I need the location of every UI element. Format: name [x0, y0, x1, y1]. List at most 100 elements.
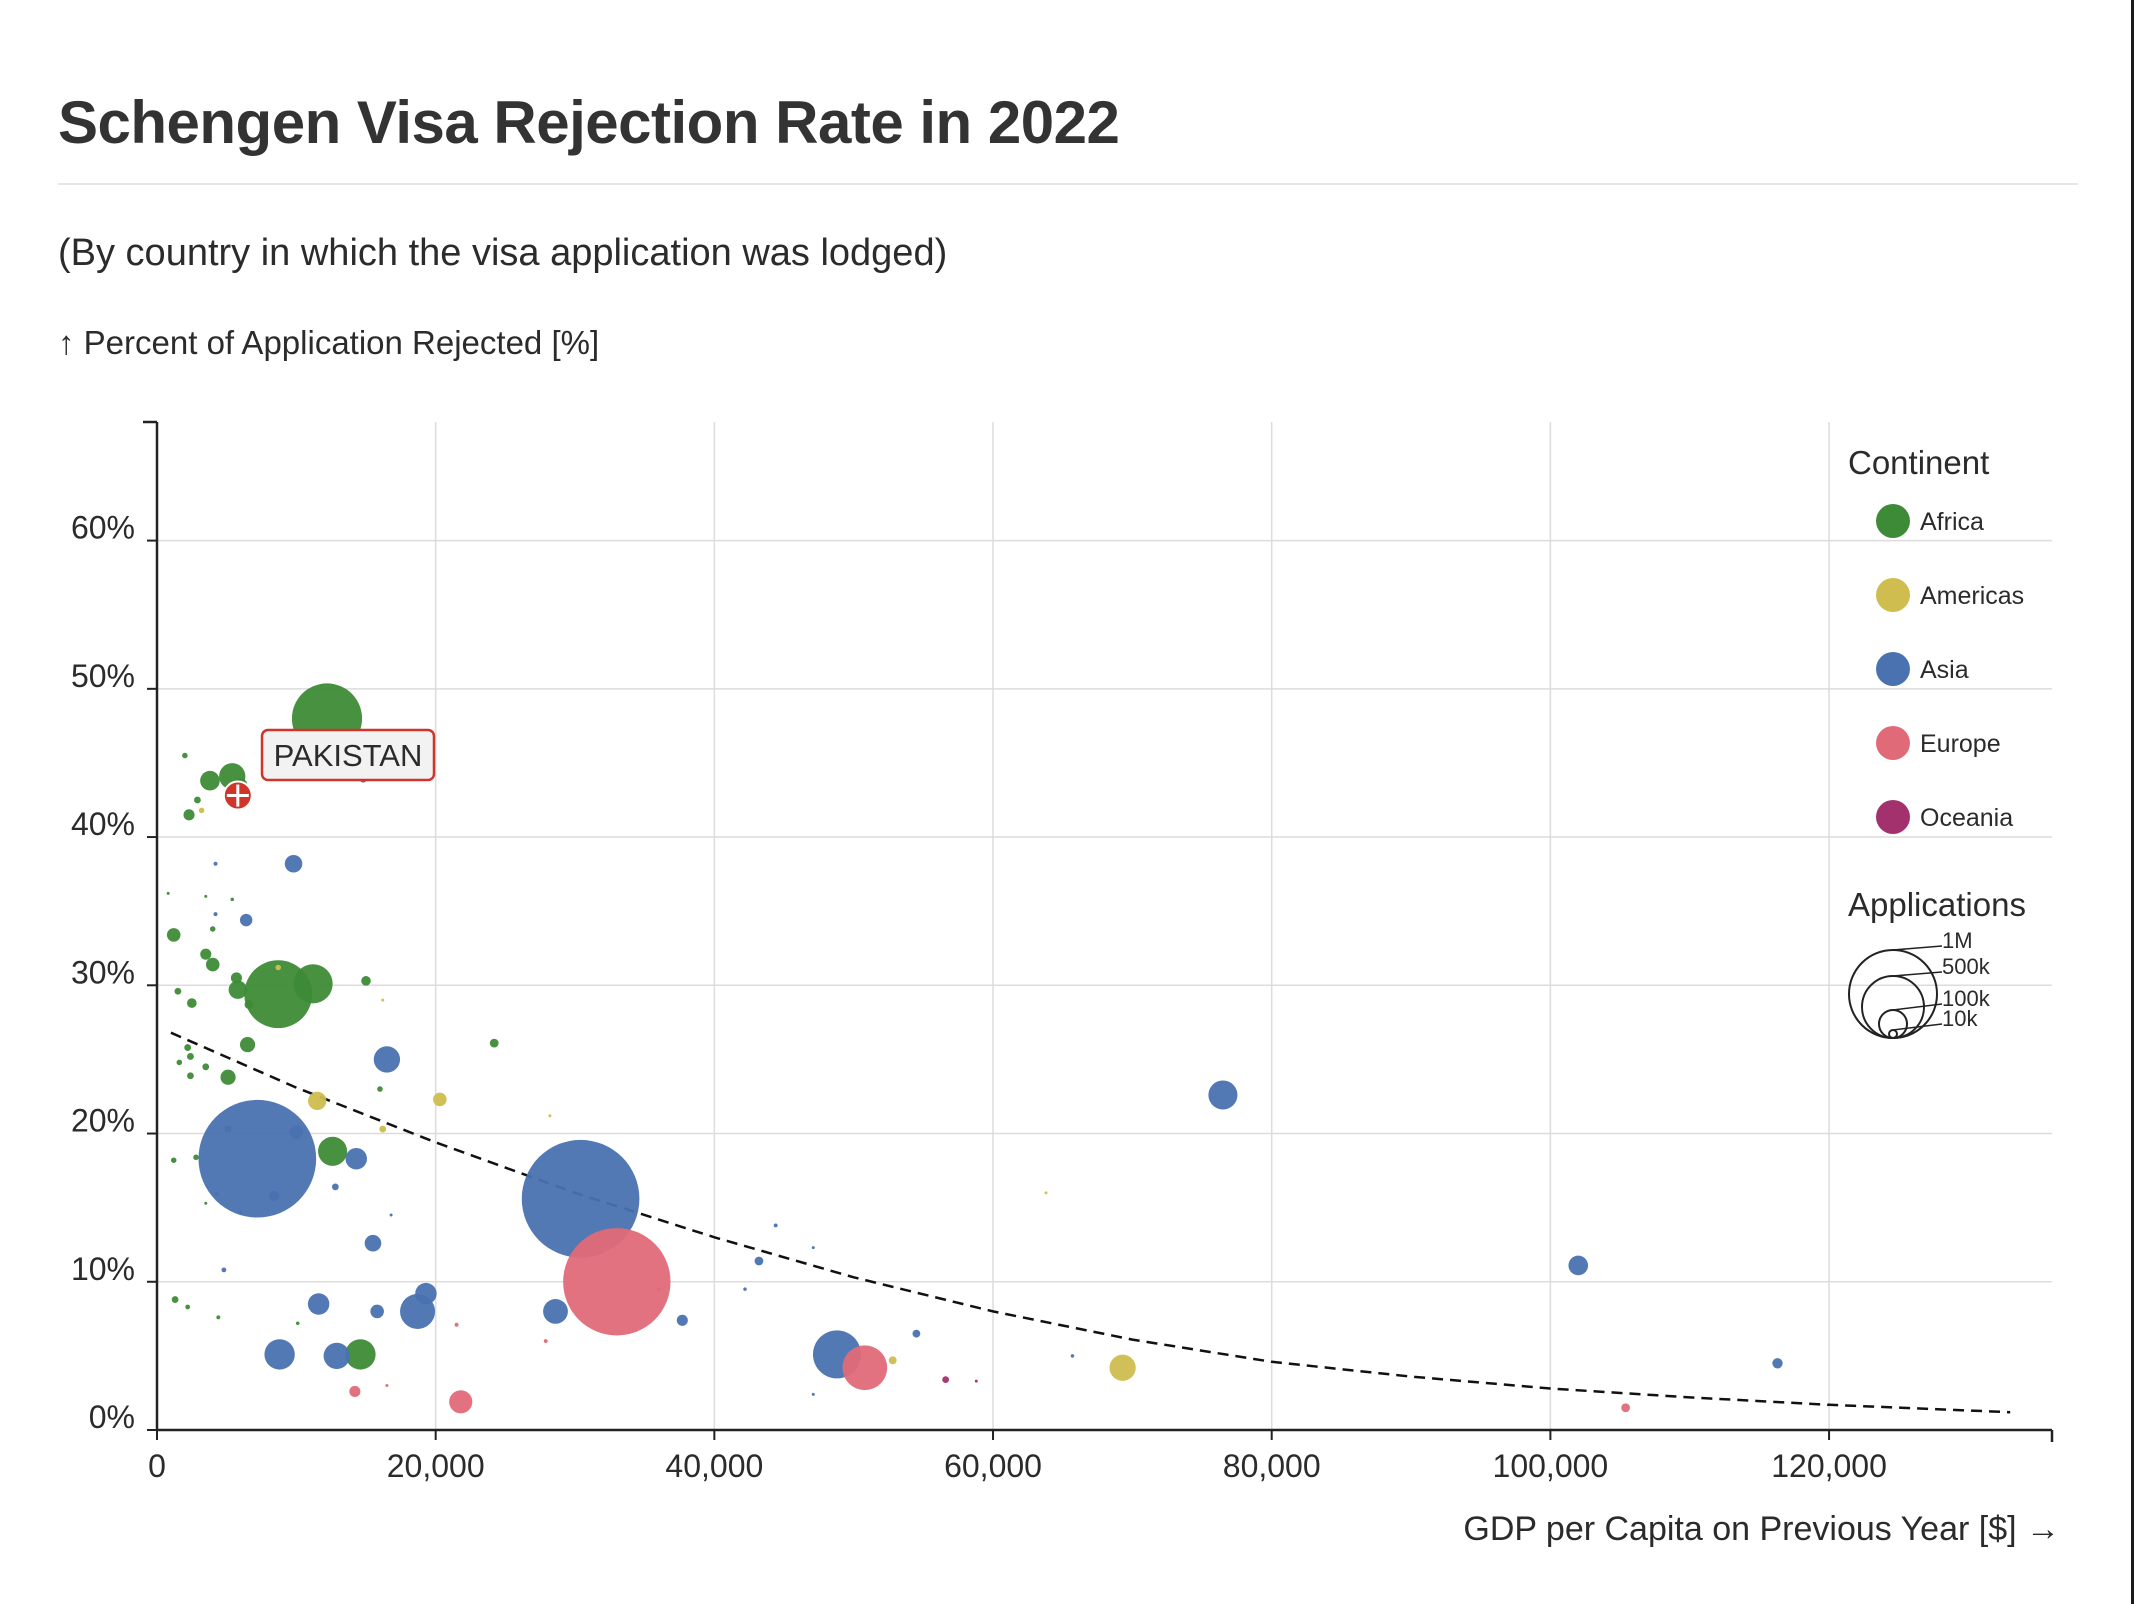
data-point [213, 912, 218, 917]
legend-size-leader [1892, 971, 1943, 977]
data-point [974, 1379, 978, 1383]
data-point [543, 1299, 568, 1324]
data-point [942, 1376, 950, 1383]
grid-lines [157, 422, 2052, 1430]
y-tick-label: 50% [71, 658, 135, 694]
axes: 0% 10% 20% 30% 40% 50% 60% 0 20,000 40,000 60,000 8… [71, 420, 2054, 1484]
data-point [209, 926, 216, 932]
data-point [200, 948, 212, 960]
data-point [230, 972, 242, 984]
data-point [166, 928, 181, 942]
data-point [318, 1136, 348, 1166]
data-point [1109, 1354, 1136, 1381]
data-points [166, 683, 1783, 1414]
legend-size-label: 10k [1942, 1006, 1978, 1031]
data-point [204, 1201, 208, 1205]
data-point [773, 1223, 778, 1228]
data-point [185, 1304, 191, 1310]
data-point [811, 1392, 815, 1396]
data-point [228, 980, 248, 999]
data-point [214, 1192, 219, 1197]
data-point [415, 1282, 437, 1305]
legend-size-label: 1M [1942, 928, 1973, 953]
data-point [912, 1329, 921, 1338]
data-point [449, 1390, 473, 1414]
data-point [373, 1046, 401, 1073]
data-point [1070, 1354, 1075, 1358]
x-axis-label: GDP per Capita on Previous Year [$] → [1463, 1510, 2060, 1548]
legend-title-applications: Applications [1848, 886, 2026, 923]
legend-size-label: 500k [1942, 954, 1991, 979]
legend-size-label: 100k [1942, 986, 1991, 1011]
legend-size-leader [1892, 1023, 1943, 1031]
data-point [224, 1125, 232, 1133]
legend-swatch-oceania [1876, 800, 1910, 834]
y-tick-label: 60% [71, 510, 135, 546]
data-point [198, 1099, 317, 1218]
data-point [842, 1345, 888, 1391]
data-point [268, 1190, 280, 1201]
data-point [1208, 1080, 1238, 1110]
data-point [202, 1063, 210, 1071]
legend-title-continent: Continent [1848, 444, 1989, 481]
data-point [264, 1339, 295, 1370]
data-point [239, 913, 253, 927]
tooltip-label: PAKISTAN [274, 738, 423, 773]
tooltip-box [260, 728, 436, 782]
data-point [543, 1339, 548, 1344]
legend-swatch-americas [1876, 578, 1910, 612]
data-point [433, 1092, 447, 1107]
chart-subtitle: (By country in which the visa applicatio… [58, 232, 948, 274]
data-point [364, 1234, 382, 1252]
data-point [187, 1072, 194, 1080]
x-tick-label: 20,000 [387, 1448, 485, 1484]
legend-label-oceania: Oceania [1920, 804, 2013, 832]
data-point [193, 1154, 199, 1161]
x-tick-label: 80,000 [1223, 1448, 1321, 1484]
data-point [166, 891, 170, 895]
y-axis-label: ↑ Percent of Application Rejected [%] [58, 324, 600, 361]
y-tick-label: 10% [71, 1251, 135, 1287]
data-point [293, 964, 333, 1004]
y-tick-label: 30% [71, 954, 135, 990]
data-point [323, 1342, 350, 1370]
data-point [1044, 1191, 1048, 1195]
data-point [349, 1385, 361, 1398]
data-point [389, 1213, 393, 1217]
x-tick-label: 40,000 [665, 1448, 763, 1484]
trend-line [170, 1031, 2011, 1414]
data-point [295, 1321, 300, 1326]
data-point [521, 1139, 640, 1258]
legend-swatch-europe [1876, 726, 1910, 760]
data-point [198, 807, 205, 814]
data-point [489, 1038, 499, 1048]
data-point [361, 976, 371, 986]
data-point [182, 752, 188, 759]
data-point [170, 1157, 177, 1163]
legend-label-europe: Europe [1920, 730, 2001, 758]
data-point [205, 957, 220, 972]
data-point [381, 998, 385, 1002]
legend-label-asia: Asia [1920, 656, 1969, 684]
legend-label-africa: Africa [1920, 508, 1984, 536]
title-divider [58, 183, 2078, 185]
x-tick-label: 0 [148, 1448, 166, 1484]
data-point [370, 1304, 384, 1319]
data-point [216, 1315, 221, 1320]
data-point [187, 1053, 194, 1060]
data-point [1772, 1358, 1783, 1369]
data-point [379, 1125, 387, 1133]
data-point [200, 770, 220, 791]
data-point [230, 897, 234, 902]
data-point [743, 1287, 747, 1291]
legend: Continent Africa Americas Asia Europe Oceania… [1848, 444, 2026, 1039]
legend-size-circle [1878, 1009, 1908, 1039]
data-point [183, 809, 195, 821]
y-tick-label: 0% [89, 1399, 135, 1435]
data-point [221, 1267, 227, 1273]
data-point [1568, 1255, 1589, 1276]
data-point [184, 1044, 192, 1051]
data-point [176, 1059, 183, 1066]
legend-size-circle [1848, 949, 1938, 1039]
